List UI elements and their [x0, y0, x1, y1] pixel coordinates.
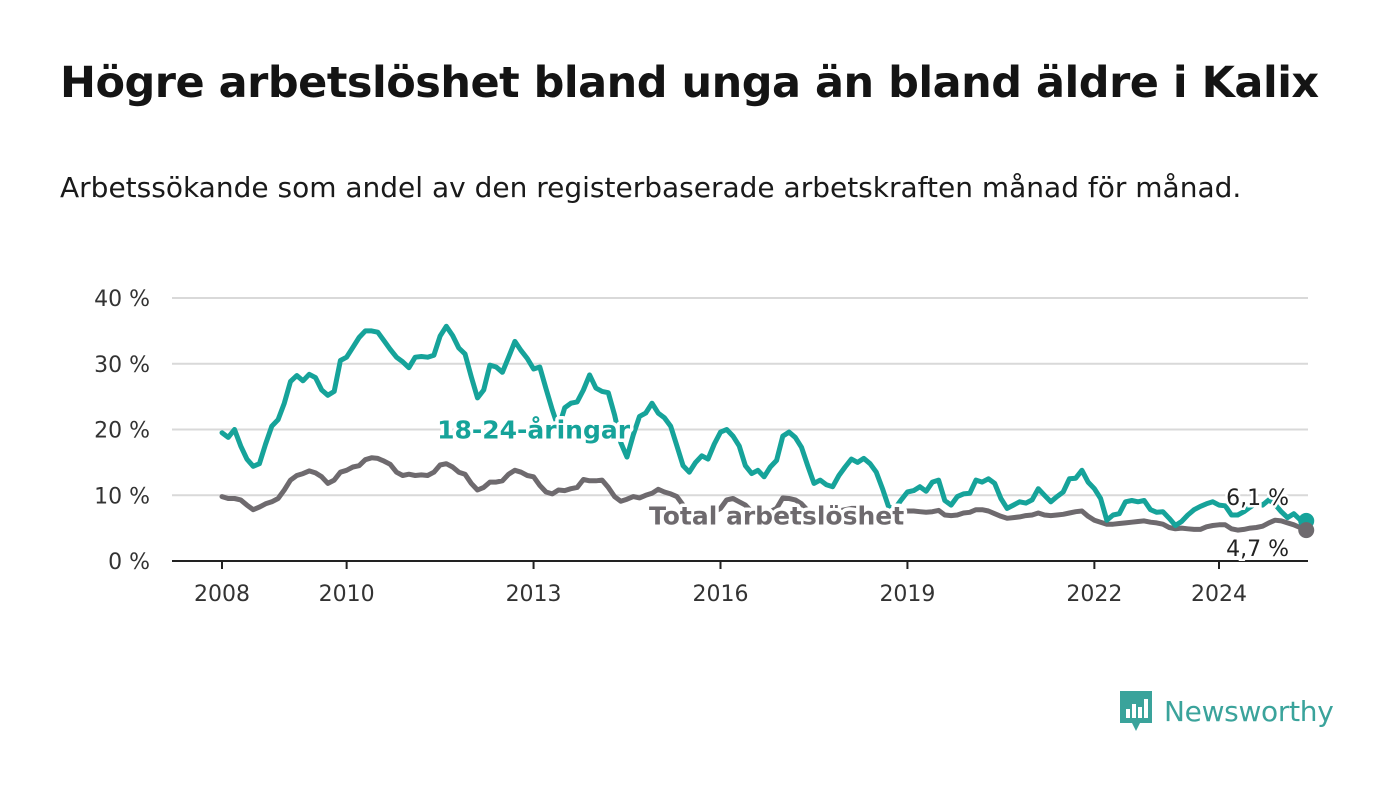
- chart-title: Högre arbetslöshet bland unga än bland ä…: [60, 58, 1319, 108]
- x-axis: 2008 2010 2013 2016 2019 2022 2024: [194, 561, 1247, 607]
- series-label-total: Total arbetslöshet: [649, 502, 904, 531]
- end-value-18-24: 6,1 %: [1226, 486, 1289, 511]
- end-marker-total: [1298, 522, 1315, 539]
- gridlines: [172, 297, 1308, 562]
- x-tick-label: 2008: [194, 582, 250, 607]
- y-tick-label: 30 %: [94, 353, 150, 378]
- series-labels: 18-24-åringar Total arbetslöshet 6,1 % 4,7 …: [434, 412, 1292, 565]
- end-value-total: 4,7 %: [1226, 537, 1289, 562]
- series-line-18-24: [219, 323, 1309, 528]
- x-tick-label: 2013: [506, 582, 562, 607]
- x-tick-label: 2010: [319, 582, 375, 607]
- x-tick-label: 2022: [1066, 582, 1122, 607]
- y-tick-label: 10 %: [94, 484, 150, 509]
- series-label-18-24: 18-24-åringar: [437, 416, 631, 445]
- brand-name: Newsworthy: [1164, 694, 1334, 728]
- x-tick-label: 2019: [879, 582, 935, 607]
- series-line-total: [219, 455, 1309, 533]
- newsworthy-logo-icon: [1120, 691, 1152, 731]
- y-tick-label: 0 %: [108, 550, 150, 575]
- y-axis: 0 % 10 % 20 % 30 % 40 %: [94, 287, 150, 575]
- series-lines: [219, 323, 1315, 539]
- x-tick-label: 2016: [693, 582, 749, 607]
- y-tick-label: 20 %: [94, 419, 150, 444]
- y-tick-label: 40 %: [94, 287, 150, 312]
- newsworthy-logo[interactable]: Newsworthy: [1118, 689, 1334, 733]
- x-tick-label: 2024: [1191, 582, 1247, 607]
- chart-subtitle: Arbetssökande som andel av den registerb…: [60, 171, 1242, 204]
